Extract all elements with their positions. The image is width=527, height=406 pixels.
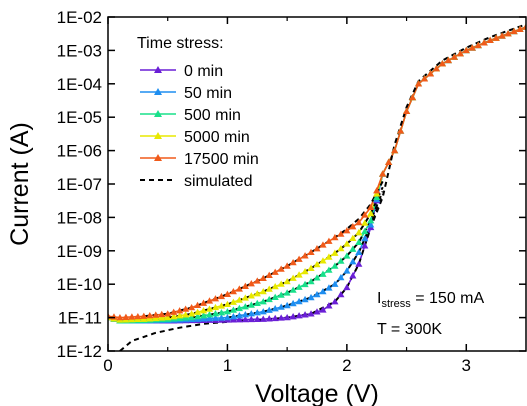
series-marker	[397, 127, 404, 133]
y-tick-label: 1E-09	[57, 242, 102, 261]
stress-current-label: Istress = 150 mA	[377, 290, 485, 310]
y-axis-title: Current (A)	[6, 122, 34, 246]
x-tick-label: 2	[342, 356, 351, 375]
y-tick-label: 1E-05	[57, 108, 102, 127]
y-tick-label: 1E-03	[57, 41, 102, 60]
y-tick-label: 1E-08	[57, 208, 102, 227]
series-marker	[325, 253, 332, 259]
y-tick-label: 1E-12	[57, 342, 102, 361]
y-tick-label: 1E-10	[57, 275, 102, 294]
series-marker	[403, 108, 410, 114]
temperature-label: T = 300K	[377, 321, 442, 338]
stress-annotation: Istress = 150 mA T = 300K	[377, 290, 485, 338]
simulated-curve	[144, 181, 383, 316]
x-axis-title: Voltage (V)	[255, 380, 379, 406]
legend: Time stress: 0 min 50 min 500 min 5000 min 1…	[137, 35, 259, 190]
series-marker	[295, 271, 302, 277]
series-marker	[325, 238, 332, 244]
legend-label: 50 min	[184, 85, 232, 102]
series-marker	[343, 284, 350, 290]
x-tick-label: 1	[223, 356, 232, 375]
y-tick-label: 1E-02	[57, 8, 102, 27]
current-value: = 150 mA	[411, 290, 485, 307]
y-tick-label: 1E-11	[58, 309, 102, 328]
current-subscript: stress	[381, 298, 411, 310]
plot-markers	[104, 23, 527, 323]
series-marker	[379, 170, 386, 176]
series-marker	[290, 275, 297, 281]
series-marker	[391, 147, 398, 153]
legend-label: 17500 min	[184, 151, 259, 168]
series-marker	[409, 94, 416, 100]
series-marker	[295, 256, 302, 262]
x-tick-label: 0	[103, 356, 112, 375]
legend-label: 5000 min	[184, 129, 250, 146]
series-marker	[301, 252, 308, 258]
series-marker	[319, 257, 326, 263]
series-marker	[355, 260, 362, 266]
legend-label: simulated	[184, 173, 252, 190]
legend-title: Time stress:	[137, 35, 224, 52]
legend-label: 0 min	[184, 63, 223, 80]
legend-label: 500 min	[184, 107, 241, 124]
series-marker	[331, 234, 338, 240]
y-tick-label: 1E-04	[57, 75, 102, 94]
series-marker	[349, 272, 356, 278]
y-tick-label: 1E-07	[57, 175, 102, 194]
series-marker	[355, 249, 362, 255]
series-marker	[457, 50, 464, 56]
x-tick-label: 3	[462, 356, 471, 375]
y-tick-label: 1E-06	[57, 142, 102, 161]
